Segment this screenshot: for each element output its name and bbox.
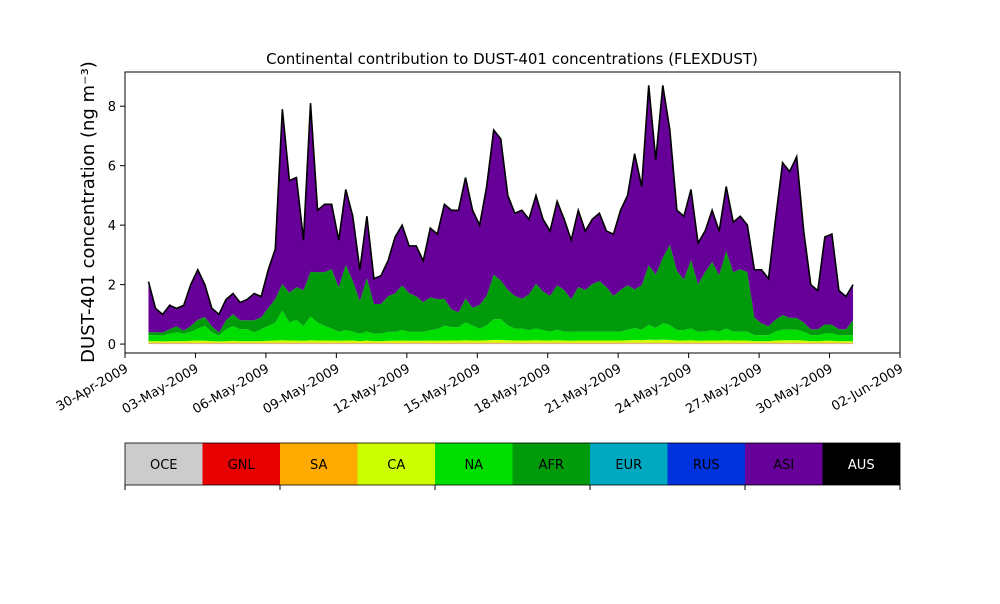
y-tick-label: 0 bbox=[108, 338, 116, 353]
chart-title: Continental contribution to DUST-401 con… bbox=[266, 50, 758, 68]
colorbar-label-na: NA bbox=[464, 458, 483, 473]
y-tick-label: 8 bbox=[108, 100, 116, 115]
colorbar-label-aus: AUS bbox=[848, 458, 875, 473]
colorbar-label-asi: ASI bbox=[773, 458, 794, 473]
y-tick-label: 6 bbox=[108, 160, 116, 175]
area-oce bbox=[148, 343, 853, 344]
y-tick-label: 2 bbox=[108, 279, 116, 294]
colorbar-label-afr: AFR bbox=[539, 458, 564, 473]
area-sa bbox=[148, 343, 853, 344]
y-axis-label: DUST-401 concentration (ng m⁻³) bbox=[78, 61, 99, 363]
colorbar-label-oce: OCE bbox=[150, 458, 178, 473]
y-tick-label: 4 bbox=[108, 219, 116, 234]
colorbar-label-ca: CA bbox=[387, 458, 405, 473]
colorbar-label-eur: EUR bbox=[615, 458, 642, 473]
colorbar-label-gnl: GNL bbox=[228, 458, 256, 473]
colorbar-label-sa: SA bbox=[310, 458, 327, 473]
colorbar-legend: OCE GNL SA CA NA AFR EUR RUS ASI AUS bbox=[125, 443, 900, 490]
colorbar-label-rus: RUS bbox=[693, 458, 720, 473]
